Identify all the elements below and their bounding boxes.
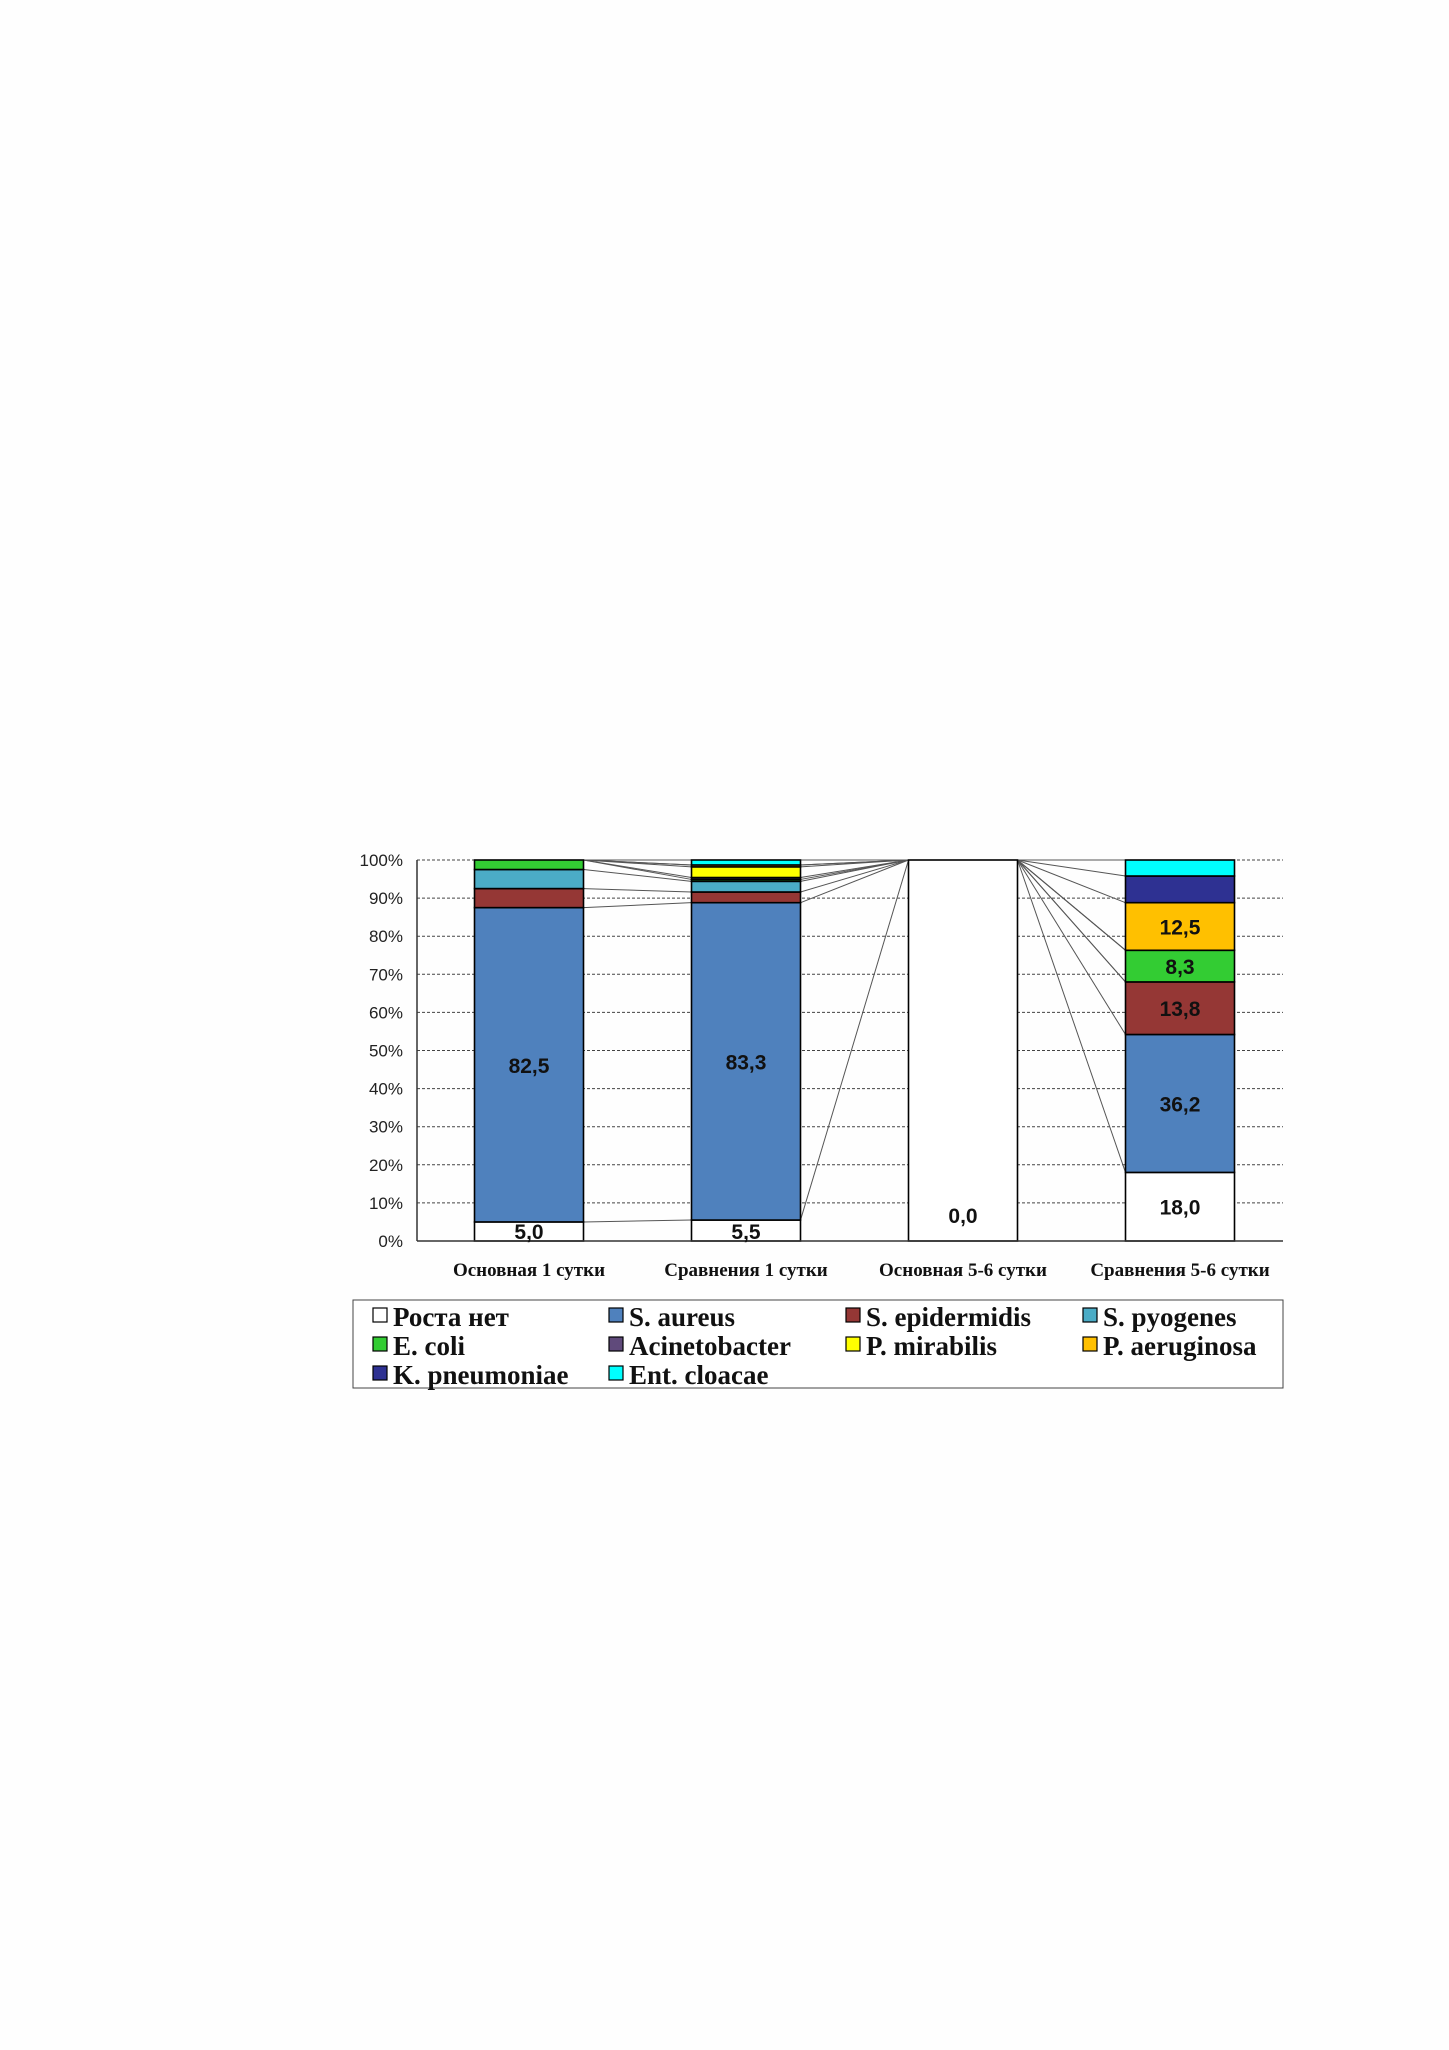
- legend-label-k-pneumoniae: K. pneumoniae: [393, 1360, 569, 1390]
- legend-label-ent-cloacae: Ent. cloacae: [629, 1360, 768, 1390]
- legend-label-acinetobacter: Acinetobacter: [629, 1331, 791, 1361]
- series-line-p-mirabilis: [1017, 859, 1126, 951]
- bar-segment-ent-cloacae: [1124, 859, 1236, 877]
- y-tick-label: 80%: [369, 927, 403, 946]
- bar-segment-s-epidermidis: [690, 891, 802, 904]
- data-label: 5,0: [514, 1221, 543, 1244]
- legend-label-p-mirabilis: P. mirabilis: [866, 1331, 997, 1361]
- bar-segment-p-aeruginosa: [1124, 901, 1236, 952]
- data-label: 13,8: [1160, 998, 1201, 1021]
- y-tick-label: 10%: [369, 1194, 403, 1213]
- series-line-s-aureus: [1017, 859, 1126, 1035]
- data-label: 0,0: [948, 1205, 977, 1228]
- data-label: 5,5: [731, 1221, 761, 1244]
- series-line-k-pneumoniae: [583, 859, 692, 866]
- legend-label-e-coli: E. coli: [393, 1331, 465, 1361]
- series-line-s-epidermidis: [800, 859, 909, 893]
- legend-box: [352, 1299, 1284, 1389]
- legend-label-s-aureus: S. aureus: [629, 1302, 735, 1332]
- legend-swatch-роста-нет: [372, 1307, 388, 1323]
- bar-segment-роста-нет: [907, 859, 1019, 1242]
- bar-segment-s-pyogenes: [690, 880, 802, 893]
- x-category-label: Сравнения 5-6 сутки: [1090, 1260, 1269, 1281]
- data-label: 18,0: [1160, 1197, 1201, 1220]
- bar-segment-s-pyogenes: [473, 868, 585, 890]
- bar-segment-s-aureus: [1124, 1033, 1236, 1174]
- data-label: 12,5: [1160, 916, 1201, 939]
- series-line-p-aeruginosa: [1017, 859, 1126, 904]
- legend-swatch-s-pyogenes: [1082, 1307, 1098, 1323]
- data-label: 82,5: [509, 1055, 550, 1078]
- legend-label-s-epidermidis: S. epidermidis: [866, 1302, 1031, 1332]
- bar-segment-ent-cloacae: [690, 859, 802, 866]
- bar-segment-e-coli: [473, 859, 585, 871]
- bar-segment-e-coli: [1124, 949, 1236, 983]
- data-label: 8,3: [1165, 956, 1194, 979]
- bar-segment-s-epidermidis: [1124, 981, 1236, 1036]
- y-tick-label: 50%: [369, 1042, 403, 1061]
- y-tick-label: 40%: [369, 1080, 403, 1099]
- x-category-label: Основная 5-6 сутки: [879, 1260, 1047, 1281]
- data-labels: 82,5 5,0 83,3 5,5 0,0 18,0 36,2 13,8 8,3 12,5: [509, 916, 1201, 1244]
- legend-label-p-aeruginosa: P. aeruginosa: [1103, 1331, 1257, 1361]
- legend-label-s-pyogenes: S. pyogenes: [1103, 1302, 1237, 1332]
- series-line-s-epidermidis: [583, 888, 692, 893]
- x-category-label: Основная 1 сутки: [453, 1260, 605, 1281]
- series-line-acinetobacter: [583, 859, 692, 879]
- legend-swatch-ent-cloacae: [608, 1365, 624, 1381]
- bars: [473, 859, 1236, 1242]
- series-line-s-aureus: [800, 859, 909, 904]
- bar-segment-s-aureus: [690, 901, 802, 1221]
- series-line-acinetobacter: [800, 859, 909, 879]
- series-line-k-pneumoniae: [800, 859, 909, 866]
- bar-segment-s-aureus: [473, 906, 585, 1223]
- legend-swatch-s-aureus: [608, 1307, 624, 1323]
- legend-swatch-s-epidermidis: [845, 1307, 861, 1323]
- series-line-s-pyogenes: [1017, 859, 1126, 983]
- y-tick-label: 30%: [369, 1118, 403, 1137]
- series-line-роста-нет: [1017, 859, 1126, 1173]
- series-line-роста-нет: [800, 859, 909, 1221]
- legend-swatch-k-pneumoniae: [372, 1365, 388, 1381]
- legend-swatch-p-mirabilis: [845, 1336, 861, 1352]
- bar-segment-k-pneumoniae: [1124, 875, 1236, 904]
- series-line-s-pyogenes: [583, 869, 692, 882]
- y-tick-label: 100%: [360, 851, 403, 870]
- legend-label-роста-нет: Роста нет: [393, 1302, 509, 1332]
- legend-swatch-p-aeruginosa: [1082, 1336, 1098, 1352]
- series-line-k-pneumoniae: [1017, 859, 1126, 877]
- y-tick-label: 20%: [369, 1156, 403, 1175]
- data-label: 36,2: [1160, 1093, 1201, 1116]
- legend-swatch-e-coli: [372, 1336, 388, 1352]
- axes: 0% 10% 20% 30% 40% 50% 60% 70% 80% 90% 100% Основна…: [360, 851, 1283, 1281]
- y-tick-label: 0%: [378, 1232, 403, 1251]
- legend: Роста нет S. aureus S. epidermidis S. pyoge…: [352, 1299, 1284, 1390]
- series-connector-lines: [583, 859, 1126, 1223]
- legend-swatch-acinetobacter: [608, 1336, 624, 1352]
- x-category-label: Сравнения 1 сутки: [664, 1260, 828, 1281]
- series-line-роста-нет: [583, 1219, 692, 1223]
- series-line-s-aureus: [583, 902, 692, 909]
- data-label: 83,3: [726, 1051, 767, 1074]
- y-tick-label: 90%: [369, 889, 403, 908]
- bar-segment-p-mirabilis: [690, 866, 802, 879]
- bar-segment-s-epidermidis: [473, 887, 585, 909]
- y-tick-label: 70%: [369, 965, 403, 984]
- y-tick-label: 60%: [369, 1003, 403, 1022]
